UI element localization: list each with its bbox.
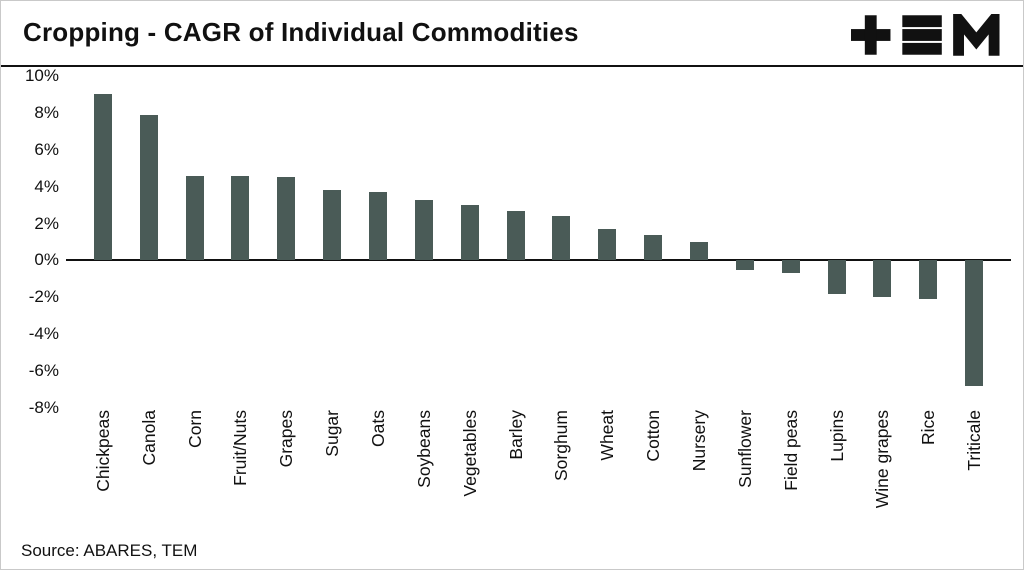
x-axis-label: Sugar — [322, 410, 343, 457]
bar — [689, 242, 708, 261]
x-axis-label: Soybeans — [413, 410, 434, 488]
x-axis-label: Vegetables — [459, 410, 480, 497]
x-axis-label: Wheat — [597, 410, 618, 461]
y-axis-tick-label: -2% — [28, 287, 59, 307]
bar — [231, 175, 250, 261]
tem-logo-glyphs — [851, 14, 1000, 56]
x-axis-label: Grapes — [276, 410, 297, 468]
bar — [139, 114, 158, 261]
x-axis-label: Canola — [138, 410, 159, 466]
x-axis-label: Triticale — [964, 410, 985, 471]
bar — [414, 199, 433, 261]
x-axis-label: Corn — [184, 410, 205, 448]
source-note: Source: ABARES, TEM — [21, 541, 198, 560]
bar — [919, 260, 938, 300]
y-axis-tick-label: 2% — [34, 213, 59, 233]
x-axis-label: Cotton — [643, 410, 664, 462]
bar — [277, 177, 296, 261]
bar — [460, 205, 479, 261]
y-axis-tick-label: -6% — [28, 361, 59, 381]
x-axis-label: Sunflower — [734, 410, 755, 488]
x-axis-label: Lupins — [826, 410, 847, 462]
bar — [93, 94, 112, 261]
bar — [644, 234, 663, 261]
bar — [369, 192, 388, 261]
y-axis-tick-label: 4% — [34, 176, 59, 196]
x-axis-label: Fruit/Nuts — [230, 410, 251, 486]
bar — [552, 216, 571, 261]
bar — [185, 175, 204, 261]
bar — [323, 190, 342, 261]
y-axis-tick-label: -4% — [28, 324, 59, 344]
header-divider — [1, 65, 1023, 67]
bar — [598, 229, 617, 261]
x-axis-label: Field peas — [780, 410, 801, 491]
zero-axis-line — [66, 259, 1011, 262]
bar — [965, 260, 984, 386]
bar — [827, 260, 846, 294]
y-axis-tick-label: 8% — [34, 102, 59, 122]
x-axis-label: Chickpeas — [92, 410, 113, 492]
x-axis-label: Wine grapes — [872, 410, 893, 509]
y-axis-tick-label: 10% — [24, 66, 59, 85]
x-axis-label: Sorghum — [551, 410, 572, 482]
y-axis-tick-label: -8% — [28, 398, 59, 417]
bar — [735, 260, 754, 270]
y-axis-tick-label: 6% — [34, 139, 59, 159]
bar — [506, 210, 525, 261]
y-axis-tick-label: 0% — [34, 250, 59, 270]
x-axis-label: Rice — [918, 410, 939, 446]
bar — [873, 260, 892, 298]
bar — [781, 260, 800, 274]
plot-area — [66, 76, 1011, 408]
chart-title: Cropping - CAGR of Individual Commoditie… — [23, 17, 579, 47]
x-axis-label: Oats — [368, 410, 389, 447]
x-axis-label: Nursery — [688, 410, 709, 472]
tem-logo-icon — [851, 14, 1000, 56]
x-axis-label: Barley — [505, 410, 526, 460]
